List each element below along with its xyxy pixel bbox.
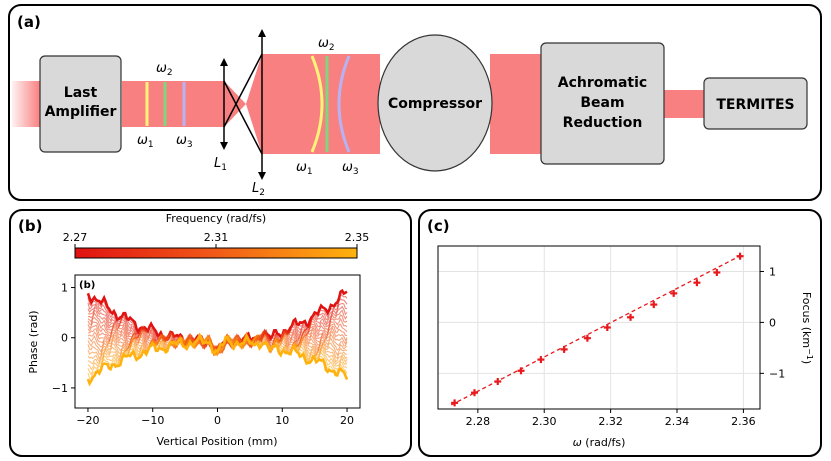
focus-data-point bbox=[693, 279, 701, 287]
colorbar-tick-2: 2.35 bbox=[345, 231, 370, 244]
lens-l1-label: L1 bbox=[214, 156, 227, 173]
phase-x-tick-label: −10 bbox=[141, 414, 164, 427]
focus-x-tick-label: 2.34 bbox=[665, 415, 690, 428]
beam-reduced bbox=[664, 90, 704, 118]
phase-y-tick-label: 1 bbox=[61, 282, 68, 295]
termites-box: TERMITES bbox=[703, 77, 808, 130]
focus-y-tick-label: 0 bbox=[769, 316, 776, 329]
focus-y-tick-label: 1 bbox=[769, 265, 776, 278]
focus-data-point bbox=[583, 334, 591, 342]
beam-after-amplifier bbox=[122, 81, 224, 127]
omega1-wavefront-label: ω1 bbox=[296, 160, 313, 177]
phase-x-tick-label: −20 bbox=[76, 414, 99, 427]
phase-y-ticks: 1 0 −1 bbox=[52, 282, 75, 395]
lens-l2-label: L2 bbox=[252, 181, 265, 198]
focus-data-point bbox=[736, 252, 744, 260]
focus-y-ticks: 1 0 −1 bbox=[760, 265, 785, 380]
omega3-label: ω3 bbox=[176, 133, 193, 150]
focus-plot-area bbox=[437, 245, 761, 410]
beam-edge-2 bbox=[223, 53, 263, 128]
achromatic-beam-reduction-box: Achromatic Beam Reduction bbox=[540, 42, 665, 165]
panel-c-label: (c) bbox=[427, 217, 450, 235]
phase-curve bbox=[86, 332, 349, 387]
colorbar bbox=[74, 247, 358, 259]
omega2-wavefront-label: ω2 bbox=[318, 36, 335, 53]
phase-y-label: Phase (rad) bbox=[27, 310, 40, 373]
phase-x-tick-label: 0 bbox=[214, 414, 221, 427]
phase-curve bbox=[87, 334, 348, 366]
phase-y-tick-label: 0 bbox=[61, 332, 68, 345]
omega3-wavefront-label: ω3 bbox=[342, 160, 359, 177]
focus-grid bbox=[438, 246, 760, 409]
phase-y-tick-label: −1 bbox=[52, 382, 68, 395]
omega1-wavefront bbox=[310, 55, 324, 153]
achromatic-line3: Reduction bbox=[563, 115, 643, 131]
omega1-label: ω1 bbox=[137, 133, 154, 150]
colorbar-title: Frequency (rad/fs) bbox=[166, 212, 266, 225]
focus-x-tick-label: 2.36 bbox=[731, 415, 756, 428]
colorbar-tick-0: 2.27 bbox=[63, 231, 88, 244]
focus-y-tick-label: −1 bbox=[769, 367, 785, 380]
last-amplifier-line1: Last bbox=[64, 85, 98, 101]
beam-expanded-right bbox=[490, 54, 542, 154]
focus-data-point bbox=[627, 313, 635, 321]
focus-y-label: Focus (km−1) bbox=[800, 292, 814, 364]
focus-data-point bbox=[670, 289, 678, 297]
focus-fit-line bbox=[450, 253, 744, 406]
phase-x-tick-label: 20 bbox=[340, 414, 354, 427]
focus-data-point bbox=[494, 377, 502, 385]
panel-a: (a) Last Amplifier Compressor Achromatic… bbox=[8, 4, 822, 201]
last-amplifier-box: Last Amplifier bbox=[39, 55, 122, 153]
panel-b: (b) Frequency (rad/fs) 2.27 2.31 2.35 (b… bbox=[9, 209, 412, 457]
compressor-circle bbox=[377, 34, 493, 172]
focus-x-ticks: 2.28 2.30 2.32 2.34 2.36 bbox=[466, 409, 756, 428]
focus-x-tick-label: 2.28 bbox=[466, 415, 491, 428]
phase-x-tick-label: 10 bbox=[275, 414, 289, 427]
panel-a-label: (a) bbox=[17, 13, 41, 31]
termites-label: TERMITES bbox=[716, 97, 794, 113]
panel-c: (c) 2.28 2.30 2.32 2.34 2.36 1 0 −1 ω (rad/fs)… bbox=[418, 209, 822, 457]
phase-plot-inner-label: (b) bbox=[79, 280, 95, 291]
focus-plot-border bbox=[437, 245, 761, 410]
lens-l2 bbox=[258, 29, 266, 180]
beam-expand bbox=[246, 54, 262, 154]
beam-edge-1 bbox=[223, 80, 263, 155]
omega2-label: ω2 bbox=[156, 61, 173, 78]
focus-x-tick-label: 2.32 bbox=[598, 415, 623, 428]
focus-data-point bbox=[713, 268, 721, 276]
achromatic-line1: Achromatic bbox=[558, 75, 647, 91]
last-amplifier-line2: Amplifier bbox=[45, 104, 117, 120]
focus-x-label: ω (rad/fs) bbox=[573, 436, 626, 449]
colorbar-tick-1: 2.31 bbox=[204, 231, 229, 244]
panel-b-label: (b) bbox=[18, 217, 42, 235]
focus-x-tick-label: 2.30 bbox=[532, 415, 557, 428]
focus-data-point bbox=[603, 324, 611, 331]
focus-data-point bbox=[537, 356, 545, 364]
lens-l1 bbox=[220, 58, 228, 150]
focus-data-point bbox=[451, 399, 459, 407]
focus-data-point bbox=[650, 301, 658, 309]
achromatic-line2: Beam bbox=[580, 95, 624, 111]
phase-x-ticks: −20 −10 0 10 20 bbox=[76, 408, 354, 427]
focus-points bbox=[451, 252, 744, 407]
phase-x-label: Vertical Position (mm) bbox=[156, 435, 277, 448]
focus-data-point bbox=[517, 367, 525, 375]
phase-curves bbox=[86, 288, 349, 387]
focus-fit bbox=[450, 253, 744, 406]
focus-data-point bbox=[560, 345, 568, 353]
input-beam bbox=[12, 81, 40, 127]
focus-data-point bbox=[471, 389, 479, 397]
omega3-wavefront bbox=[337, 55, 351, 153]
compressor-label: Compressor bbox=[388, 96, 482, 112]
